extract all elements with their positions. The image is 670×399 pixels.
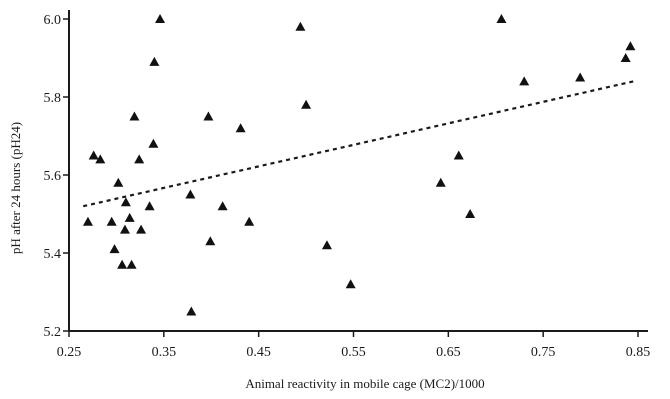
x-tick-label: 0.75 (531, 345, 556, 360)
data-point (106, 216, 117, 226)
data-point (345, 279, 356, 289)
y-tick-label: 5.6 (44, 169, 62, 184)
data-point (435, 177, 446, 187)
data-point (205, 236, 216, 246)
data-point (217, 201, 228, 211)
x-tick-label: 0.45 (246, 345, 271, 360)
data-point (575, 72, 586, 82)
x-tick-label: 0.55 (341, 345, 366, 360)
data-point (186, 306, 197, 316)
data-point (95, 154, 106, 164)
x-axis-label: Animal reactivity in mobile cage (MC2)/1… (245, 376, 484, 391)
trendline (82, 80, 634, 208)
data-point (625, 41, 636, 51)
x-tick-label: 0.65 (436, 345, 461, 360)
y-axis-label: pH after 24 hours (pH24) (8, 122, 23, 254)
data-point (155, 14, 166, 23)
data-point (134, 154, 145, 164)
y-axis: 5.2 5.4 5.6 5.8 6.0 (44, 10, 70, 340)
data-points (82, 14, 636, 316)
data-point (235, 123, 246, 133)
data-point (117, 259, 128, 269)
x-tick-label: 0.35 (152, 345, 177, 360)
data-point (120, 197, 131, 207)
data-point (136, 224, 147, 234)
data-point (113, 177, 124, 187)
trendline-group (82, 80, 634, 208)
x-tick-label: 0.85 (626, 345, 651, 360)
data-point (119, 224, 130, 234)
y-tick-label: 5.2 (44, 325, 62, 340)
x-axis: 0.25 0.35 0.45 0.55 0.65 0.75 0.85 (57, 330, 651, 360)
data-point (321, 240, 332, 250)
data-point (620, 53, 631, 62)
y-tick-label: 6.0 (44, 13, 62, 28)
x-tick-label: 0.25 (57, 345, 82, 360)
data-point (88, 150, 99, 160)
data-point (465, 209, 476, 218)
data-point (109, 244, 120, 254)
data-point (519, 76, 530, 86)
data-point (124, 212, 135, 222)
data-point (244, 216, 255, 226)
data-point (496, 14, 507, 23)
y-tick-label: 5.4 (44, 247, 62, 262)
data-point (301, 99, 312, 109)
data-point (149, 56, 160, 66)
data-point (82, 216, 93, 226)
data-point (185, 189, 196, 199)
data-point (126, 259, 137, 269)
y-tick-label: 5.8 (44, 91, 62, 106)
data-point (453, 150, 464, 160)
data-point (129, 111, 140, 121)
data-point (148, 138, 159, 148)
data-point (144, 201, 155, 211)
data-point (295, 21, 306, 31)
data-point (203, 111, 214, 121)
